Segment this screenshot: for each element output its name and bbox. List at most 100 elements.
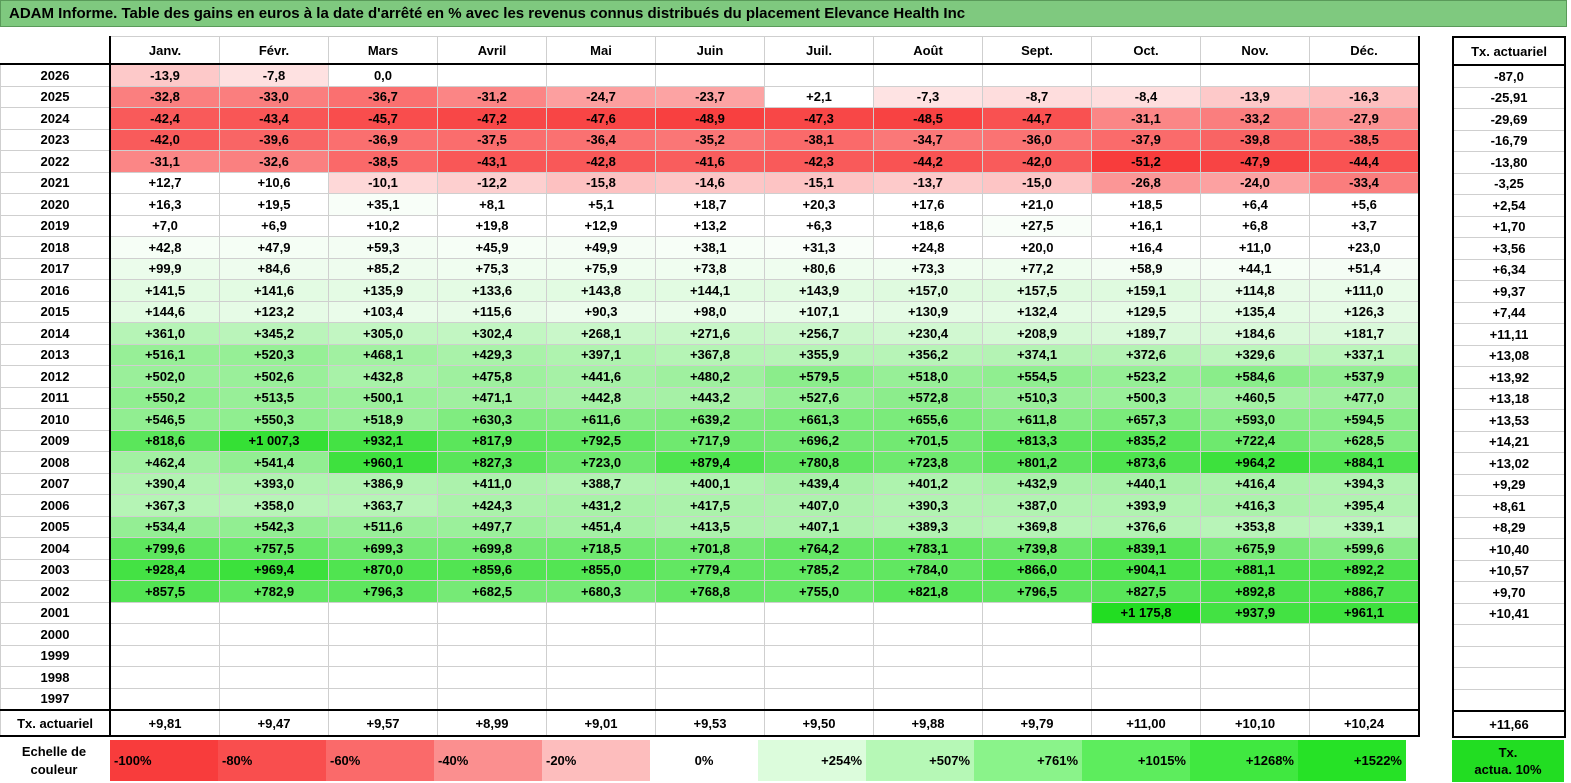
actuarial-cell: +6,34 [1452, 258, 1566, 281]
gain-cell: +367,8 [655, 343, 765, 366]
footer-rate-cell: +11,00 [1091, 709, 1201, 737]
gain-cell [873, 601, 983, 624]
gain-cell [655, 687, 765, 711]
gain-cell: +1 175,8 [1091, 601, 1201, 624]
gain-cell: +764,2 [764, 537, 874, 560]
table-row: 2012 +502,0 +502,6 +432,8 +475,8 +441,6 +480,2… [0, 365, 1420, 388]
gain-cell: +339,1 [1309, 515, 1420, 538]
gain-cell: +723,8 [873, 451, 983, 474]
gain-cell: +141,6 [219, 279, 329, 302]
gain-cell: +16,1 [1091, 214, 1201, 237]
year-label: 2017 [0, 257, 111, 280]
month-header: Mai [546, 36, 656, 65]
gain-cell: +855,0 [546, 558, 656, 581]
gain-cell: -47,2 [437, 107, 547, 130]
actuarial-cell: +8,29 [1452, 516, 1566, 539]
gain-cell: -10,1 [328, 171, 438, 194]
gain-cell: -8,4 [1091, 85, 1201, 108]
gain-cell: 0,0 [328, 63, 438, 87]
year-label: 2006 [0, 494, 111, 517]
gain-cell [1309, 623, 1420, 646]
gain-cell: +432,8 [328, 365, 438, 388]
gain-cell: +10,2 [328, 214, 438, 237]
table-row: 2017 +99,9 +84,6 +85,2 +75,3 +75,9 +73,8 +80,6 +… [0, 257, 1420, 280]
gain-cell: +135,4 [1200, 300, 1310, 323]
month-header: Juin [655, 36, 765, 65]
year-label: 2026 [0, 63, 111, 87]
gain-cell: +511,6 [328, 515, 438, 538]
gain-cell: +367,3 [109, 494, 220, 517]
gain-cell: +75,3 [437, 257, 547, 280]
gain-cell [1091, 63, 1201, 87]
gain-cell: +18,7 [655, 193, 765, 216]
gain-cell: +374,1 [982, 343, 1092, 366]
actuarial-cell: +9,29 [1452, 473, 1566, 496]
gain-cell: +768,8 [655, 580, 765, 603]
gain-cell: +884,1 [1309, 451, 1420, 474]
color-scale-actuarial-box: Tx. actua. 10% [1452, 740, 1564, 782]
gain-cell: -27,9 [1309, 107, 1420, 130]
gain-cell: +413,5 [655, 515, 765, 538]
gain-cell: +90,3 [546, 300, 656, 323]
gain-cell: -48,5 [873, 107, 983, 130]
gain-cell: -48,9 [655, 107, 765, 130]
color-scale-actuarial-line1: Tx. [1498, 745, 1518, 760]
gain-cell [1091, 623, 1201, 646]
gain-cell: +411,0 [437, 472, 547, 495]
year-label: 2025 [0, 85, 111, 108]
gain-cell: +468,1 [328, 343, 438, 366]
year-label: 2015 [0, 300, 111, 323]
gain-cell: +857,5 [109, 580, 220, 603]
gain-cell: +443,2 [655, 386, 765, 409]
gain-cell: +879,4 [655, 451, 765, 474]
gain-cell: -36,4 [546, 128, 656, 151]
month-header: Août [873, 36, 983, 65]
gain-cell: +24,8 [873, 236, 983, 259]
gain-cell [764, 687, 874, 711]
gain-cell [982, 623, 1092, 646]
gain-cell: +19,5 [219, 193, 329, 216]
month-header: Juil. [764, 36, 874, 65]
year-label: 2004 [0, 537, 111, 560]
gain-cell [1200, 666, 1310, 689]
gain-cell: +12,7 [109, 171, 220, 194]
table-row: 2026 -13,9 -7,8 0,0 [0, 63, 1420, 87]
year-label: 2011 [0, 386, 111, 409]
gain-cell: -7,8 [219, 63, 329, 87]
footer-rate-cell: +9,53 [655, 709, 765, 737]
gain-cell [109, 601, 220, 624]
actuarial-cell: +1,70 [1452, 215, 1566, 238]
gain-cell: -39,6 [219, 128, 329, 151]
table-row: 2015 +144,6 +123,2 +103,4 +115,6 +90,3 +98,0 +1… [0, 300, 1420, 323]
gain-cell: +73,3 [873, 257, 983, 280]
year-label: 2007 [0, 472, 111, 495]
gain-cell: +361,0 [109, 322, 220, 345]
gain-cell [546, 63, 656, 87]
footer-rate-cell: +8,99 [437, 709, 547, 737]
gain-cell: +407,0 [764, 494, 874, 517]
gain-cell [982, 63, 1092, 87]
gain-cell: -42,0 [982, 150, 1092, 173]
gain-cell [109, 666, 220, 689]
table-row: 2003 +928,4 +969,4 +870,0 +859,6 +855,0 +779,4… [0, 558, 1420, 581]
gain-cell: +462,4 [109, 451, 220, 474]
gain-cell: +386,9 [328, 472, 438, 495]
gain-cell [873, 687, 983, 711]
month-header: Oct. [1091, 36, 1201, 65]
gain-cell: +144,1 [655, 279, 765, 302]
gain-cell: +527,6 [764, 386, 874, 409]
gain-cell: +189,7 [1091, 322, 1201, 345]
gain-cell: +520,3 [219, 343, 329, 366]
table-row: 2008 +462,4 +541,4 +960,1 +827,3 +723,0 +879,4… [0, 451, 1420, 474]
gain-cell: +682,5 [437, 580, 547, 603]
actuarial-cell: +13,18 [1452, 387, 1566, 410]
color-scale-swatch: -60% [326, 740, 434, 781]
gain-cell: +129,5 [1091, 300, 1201, 323]
gain-cell: +779,4 [655, 558, 765, 581]
gain-cell: +866,0 [982, 558, 1092, 581]
gain-cell: +363,7 [328, 494, 438, 517]
gain-cell: +141,5 [109, 279, 220, 302]
gain-cell [1200, 63, 1310, 87]
gain-cell: +80,6 [764, 257, 874, 280]
gain-cell: +892,2 [1309, 558, 1420, 581]
